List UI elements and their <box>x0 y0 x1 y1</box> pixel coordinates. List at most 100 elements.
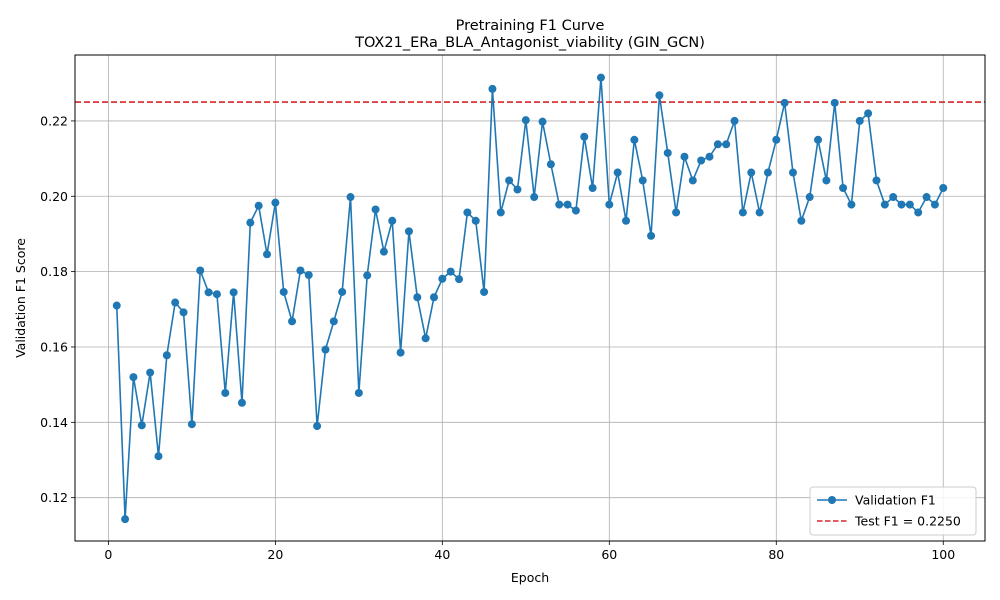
data-point <box>922 193 931 202</box>
data-point <box>237 398 246 407</box>
data-point <box>371 205 380 214</box>
legend-series-marker <box>828 496 836 504</box>
data-point <box>655 91 664 100</box>
data-point <box>246 218 255 227</box>
data-point <box>229 288 238 297</box>
data-point <box>187 420 196 429</box>
data-point <box>864 109 873 118</box>
data-point <box>797 216 806 225</box>
data-point <box>563 200 572 209</box>
legend-box <box>809 486 977 536</box>
data-point <box>137 421 146 430</box>
data-point <box>279 287 288 296</box>
data-point <box>672 208 681 217</box>
x-tick-label: 20 <box>267 547 283 562</box>
legend-reference-label: Test F1 = 0.2250 <box>854 514 961 529</box>
data-point <box>421 334 430 343</box>
data-point <box>847 200 856 209</box>
data-point <box>505 176 514 185</box>
data-point <box>830 98 839 107</box>
series-group <box>112 73 948 524</box>
data-point <box>429 293 438 302</box>
data-point <box>363 271 372 280</box>
data-point <box>780 98 789 107</box>
data-point <box>680 152 689 161</box>
grid-lines <box>75 55 985 541</box>
data-point <box>839 183 848 192</box>
data-point <box>438 274 447 283</box>
data-point <box>588 183 597 192</box>
plot-area-frame <box>74 54 986 542</box>
data-point <box>788 168 797 177</box>
data-point <box>638 176 647 185</box>
data-point <box>488 84 497 93</box>
data-point <box>705 152 714 161</box>
x-axis-label: Epoch <box>511 570 549 585</box>
legend-series-label: Validation F1 <box>855 493 936 508</box>
data-point <box>630 135 639 144</box>
data-point <box>480 287 489 296</box>
data-point <box>471 216 480 225</box>
data-point <box>254 201 263 210</box>
data-point <box>546 160 555 169</box>
x-tick-label: 60 <box>601 547 617 562</box>
data-point <box>263 250 272 259</box>
axis-ticks: 0 20 40 60 80 100 0.12 0.14 0.16 0.18 0.20 0.22 <box>40 113 955 562</box>
data-point <box>154 452 163 461</box>
series-line-validation-f1 <box>115 76 944 520</box>
data-point <box>296 266 305 275</box>
data-point <box>613 168 622 177</box>
data-point <box>805 193 814 202</box>
data-point <box>346 193 355 202</box>
data-point <box>814 135 823 144</box>
data-point <box>521 116 530 125</box>
data-point <box>530 193 539 202</box>
x-tick-label: 80 <box>768 547 784 562</box>
data-point <box>121 515 130 524</box>
data-point <box>313 422 322 431</box>
y-tick-label: 0.22 <box>40 113 68 128</box>
data-point <box>822 176 831 185</box>
y-axis-label: Validation F1 Score <box>13 238 28 358</box>
data-point <box>212 290 221 299</box>
data-point <box>622 216 631 225</box>
data-point <box>129 373 138 382</box>
data-point <box>772 135 781 144</box>
data-point <box>688 176 697 185</box>
data-point <box>738 208 747 217</box>
data-point <box>271 198 280 207</box>
data-point <box>763 168 772 177</box>
chart-title: Pretraining F1 Curve <box>456 18 605 34</box>
data-point <box>889 193 898 202</box>
x-tick-label: 0 <box>104 547 112 562</box>
data-point <box>379 247 388 256</box>
data-point <box>855 116 864 125</box>
data-point <box>162 351 171 360</box>
data-point <box>571 206 580 215</box>
data-point <box>321 345 330 354</box>
data-point <box>897 200 906 209</box>
data-point <box>329 317 338 326</box>
y-tick-label: 0.12 <box>40 490 68 505</box>
data-point <box>354 388 363 397</box>
data-point <box>413 293 422 302</box>
data-point <box>221 388 230 397</box>
data-point <box>338 287 347 296</box>
data-point <box>722 140 731 149</box>
y-tick-label: 0.18 <box>40 264 68 279</box>
data-point <box>446 267 455 276</box>
chart-subtitle: TOX21_ERa_BLA_Antagonist_viability (GIN_… <box>354 35 705 51</box>
y-tick-label: 0.16 <box>40 339 68 354</box>
y-tick-label: 0.20 <box>40 189 68 204</box>
data-point <box>880 200 889 209</box>
data-point <box>939 183 948 192</box>
data-point <box>538 117 547 126</box>
data-point <box>605 200 614 209</box>
data-point <box>580 132 589 141</box>
data-point <box>755 208 764 217</box>
data-point <box>872 176 881 185</box>
data-point <box>388 216 397 225</box>
data-point <box>930 200 939 209</box>
data-point <box>555 200 564 209</box>
